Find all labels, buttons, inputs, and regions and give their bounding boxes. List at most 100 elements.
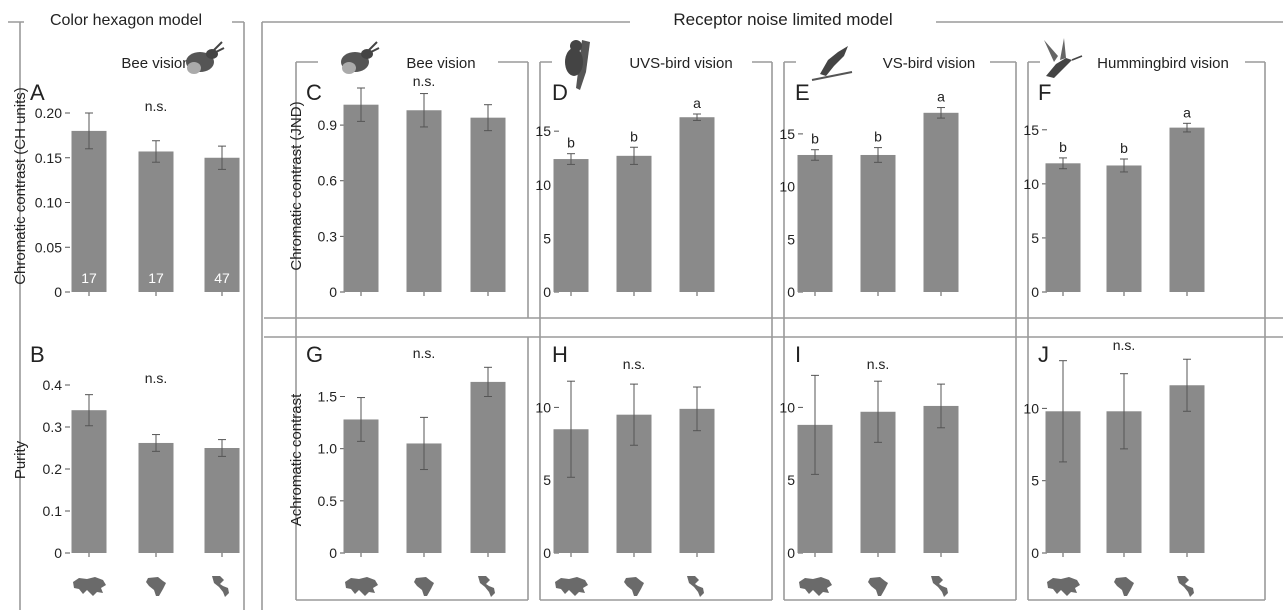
panel-letter: B: [30, 342, 45, 367]
bar: [1169, 385, 1205, 553]
ns-annotation: n.s.: [413, 345, 436, 361]
bar: [470, 381, 506, 553]
panel-title: VS-bird vision: [883, 55, 976, 72]
y-tick-label: 5: [787, 472, 795, 488]
y-tick-label: 1.5: [318, 389, 338, 405]
labels: Color hexagon model Receptor noise limite…: [12, 10, 1194, 597]
bar: [470, 117, 506, 292]
eurasia-map-icon: [1047, 577, 1080, 596]
panel-letter: F: [1038, 80, 1051, 105]
panel-box-hummingbird: [1027, 61, 1266, 601]
africa-map-icon: [414, 577, 434, 596]
y-tick-label: 0: [329, 284, 337, 300]
eurasia-map-icon: [73, 577, 106, 596]
y-tick-label: 0.2: [43, 461, 63, 477]
panel-letter: C: [306, 80, 322, 105]
significance-letter: a: [693, 95, 701, 111]
bar: [204, 448, 240, 553]
bird-body: [565, 48, 583, 76]
y-tick-label: 5: [543, 230, 551, 246]
ns-annotation: n.s.: [867, 356, 890, 372]
panel-i: I 0 5 10 n.s.: [779, 342, 959, 561]
panel-a: A Bee vision 0 0.05 0.10 0.15 0.20 17 17 47 n.s.: [30, 55, 240, 300]
uvs-bird-icon: [565, 40, 590, 90]
bar: [204, 157, 240, 292]
bird-wings: [1044, 38, 1066, 62]
y-tick-label: 10: [1023, 176, 1039, 192]
frames: [8, 21, 1283, 610]
y-tick-label: 10: [535, 177, 551, 193]
y-tick-label: 10: [779, 179, 795, 195]
y-tick-label: 0.9: [318, 117, 338, 133]
significance-letter: b: [1059, 139, 1067, 155]
row-separators: [264, 317, 1283, 338]
bee-antennae: [368, 41, 380, 53]
bar: [1106, 165, 1142, 292]
panel-c: C Bee vision 0 0.3 0.6 0.9 n.s.: [306, 55, 506, 300]
significance-letter: b: [811, 131, 819, 147]
bee-head: [206, 49, 218, 59]
panel-h: H 0 5 10 n.s.: [535, 342, 715, 561]
bar: [1045, 163, 1081, 292]
panel-j: J 0 5 10 n.s.: [1023, 337, 1205, 561]
bee-icon: [186, 41, 225, 74]
americas-map-icon: [478, 576, 495, 597]
y-tick-label: 1.0: [318, 441, 338, 457]
y-tick-label: 15: [779, 126, 795, 142]
significance-letter: a: [937, 89, 945, 105]
receptor-model-frame: [261, 21, 1283, 610]
y-tick-label: 5: [1031, 473, 1039, 489]
americas-map-icon: [931, 576, 948, 597]
y-title-purity: Purity: [12, 440, 29, 479]
panel-letter: G: [306, 342, 323, 367]
bar: [923, 405, 959, 553]
americas-map-icon: [687, 576, 704, 597]
africa-map-icon: [1114, 577, 1134, 596]
bar: [343, 104, 379, 292]
ns-annotation: n.s.: [145, 370, 168, 386]
eurasia-map-icon: [345, 577, 378, 596]
bar: [138, 151, 174, 292]
y-tick-label: 5: [543, 472, 551, 488]
y-tick-label: 15: [1023, 122, 1039, 138]
panel-box-uvs: [539, 61, 773, 601]
panel-g: G 0 0.5 1.0 1.5 n.s.: [306, 342, 506, 561]
panel-title: Bee vision: [406, 55, 475, 72]
y-tick-label: 0: [54, 284, 62, 300]
y-tick-label: 0.5: [318, 493, 338, 509]
africa-map-icon: [624, 577, 644, 596]
hummingbird-icon: [1044, 38, 1083, 78]
bar: [797, 154, 833, 292]
panel-letter: A: [30, 80, 45, 105]
bar: [71, 130, 107, 292]
africa-map-icon: [146, 577, 166, 596]
americas-map-icon: [212, 576, 229, 597]
panel-letter: D: [552, 80, 568, 105]
significance-letter: a: [1183, 104, 1191, 120]
panel-title: UVS-bird vision: [629, 55, 732, 72]
bar: [860, 154, 896, 292]
ns-annotation: n.s.: [623, 356, 646, 372]
y-tick-label: 0: [1031, 545, 1039, 561]
africa-map-icon: [868, 577, 888, 596]
bar: [553, 159, 589, 292]
y-tick-label: 0.05: [35, 239, 62, 255]
significance-letter: b: [630, 128, 638, 144]
panel-f: F Hummingbird vision 0 5 10 15 b b a: [1023, 55, 1228, 300]
bird-body: [820, 46, 848, 76]
y-tick-label: 0: [543, 284, 551, 300]
bee-icon: [341, 41, 380, 74]
bee-head: [361, 49, 373, 59]
y-tick-label: 0.4: [43, 377, 63, 393]
y-tick-label: 0.15: [35, 150, 62, 166]
significance-letter: b: [1120, 140, 1128, 156]
branch: [811, 71, 853, 81]
significance-letter: b: [874, 129, 882, 145]
y-tick-label: 0: [54, 545, 62, 561]
bird-bill: [1071, 55, 1083, 61]
bird-head: [570, 40, 582, 52]
y-tick-label: 0: [787, 284, 795, 300]
y-tick-label: 0.3: [318, 228, 338, 244]
